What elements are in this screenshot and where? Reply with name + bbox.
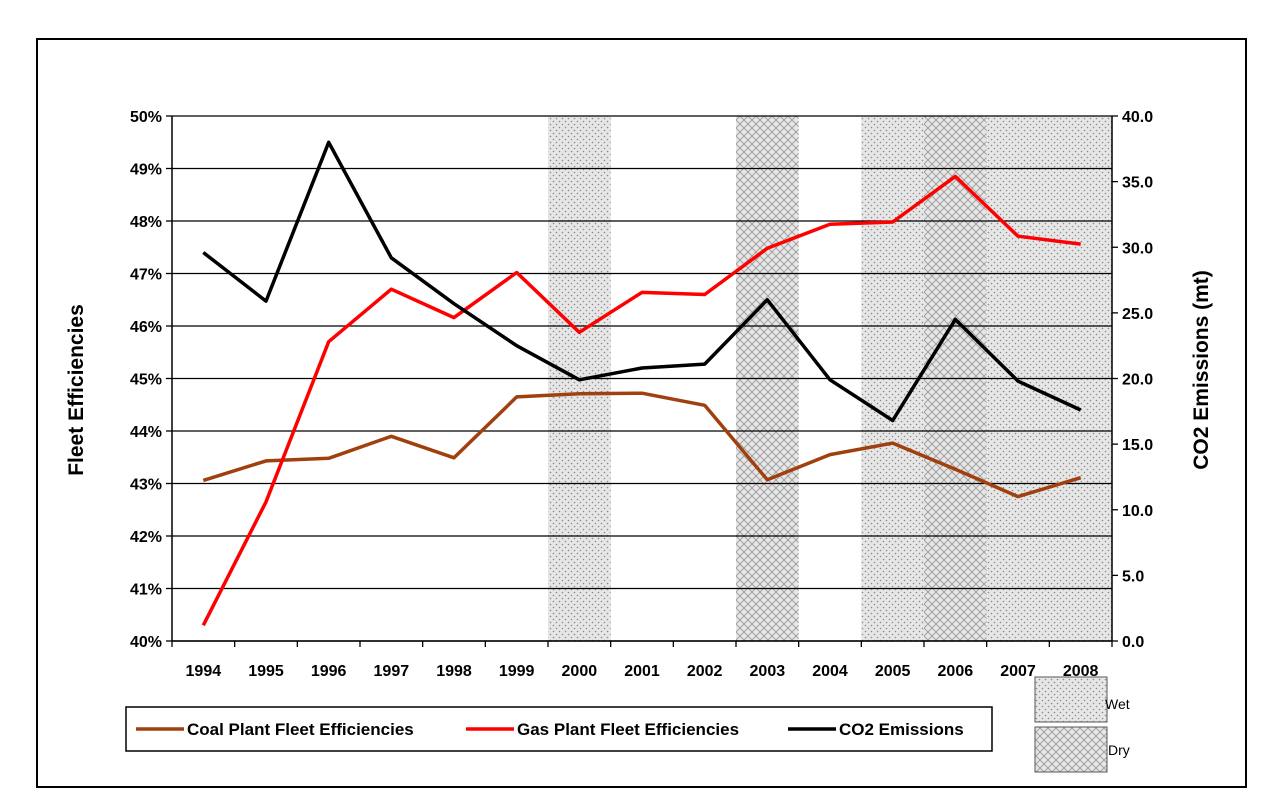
x-tick-label: 1996 bbox=[311, 663, 347, 680]
y-right-tick-label: 40.0 bbox=[1122, 109, 1153, 126]
shading-key: Wet Dry bbox=[1034, 676, 1130, 773]
y-left-tick-label: 46% bbox=[130, 319, 162, 336]
x-tick-label: 2006 bbox=[938, 663, 974, 680]
y-left-tick-label: 45% bbox=[130, 372, 162, 389]
y-left-tick-label: 41% bbox=[130, 582, 162, 599]
dry-key-swatch bbox=[1034, 726, 1108, 773]
y-right-tick-label: 30.0 bbox=[1122, 240, 1153, 257]
series-lines bbox=[201, 140, 1082, 627]
y-right-tick-label: 15.0 bbox=[1122, 437, 1153, 454]
x-tick-label: 2007 bbox=[1000, 663, 1036, 680]
y-left-tick-label: 49% bbox=[130, 162, 162, 179]
y-left-tick-label: 44% bbox=[130, 424, 162, 441]
wet-key-swatch bbox=[1034, 676, 1108, 723]
x-tick-label: 2002 bbox=[687, 663, 723, 680]
legend-box bbox=[125, 706, 993, 752]
y-left-tick-label: 43% bbox=[130, 477, 162, 494]
y-left-tick-label: 48% bbox=[130, 214, 162, 231]
y-right-tick-label: 35.0 bbox=[1122, 175, 1153, 192]
x-tick-label: 1999 bbox=[499, 663, 535, 680]
legend-label-co2: CO2 Emissions bbox=[839, 720, 964, 739]
y-axis-left-title: Fleet Efficiencies bbox=[65, 304, 88, 476]
x-tick-label: 1995 bbox=[248, 663, 284, 680]
legend: Coal Plant Fleet Efficiencies Gas Plant … bbox=[125, 706, 993, 752]
y-left-tick-label: 50% bbox=[130, 109, 162, 126]
x-tick-label: 2008 bbox=[1063, 663, 1099, 680]
x-tick-label: 1994 bbox=[186, 663, 222, 680]
x-tick-label: 2005 bbox=[875, 663, 911, 680]
x-tick-label: 2004 bbox=[812, 663, 848, 680]
legend-label-coal: Coal Plant Fleet Efficiencies bbox=[187, 720, 414, 739]
legend-label-gas: Gas Plant Fleet Efficiencies bbox=[517, 720, 739, 739]
y-left-tick-label: 47% bbox=[130, 267, 162, 284]
x-tick-label: 2003 bbox=[750, 663, 786, 680]
y-left-tick-label: 40% bbox=[130, 634, 162, 651]
x-tick-label: 2001 bbox=[624, 663, 660, 680]
chart-frame bbox=[36, 38, 1247, 788]
y-right-tick-label: 0.0 bbox=[1122, 634, 1144, 651]
x-tick-label: 1998 bbox=[436, 663, 472, 680]
y-left-tick-label: 42% bbox=[130, 529, 162, 546]
series-line-0 bbox=[202, 391, 1082, 499]
series-line-2 bbox=[202, 140, 1082, 423]
y-right-tick-label: 5.0 bbox=[1122, 568, 1144, 585]
x-tick-label: 2000 bbox=[562, 663, 598, 680]
y-right-tick-label: 20.0 bbox=[1122, 372, 1153, 389]
dry-key-label: Dry bbox=[1108, 742, 1130, 758]
x-tick-label: 1997 bbox=[374, 663, 410, 680]
y-axis-right-title: CO2 Emissions (mt) bbox=[1190, 270, 1213, 470]
axes: 40% 41% 42% 43% 44% 45% 46% 47% 48% 49% 50% 0.0 5.0 1… bbox=[130, 109, 1153, 680]
series-line-1 bbox=[201, 174, 1081, 627]
wet-key-label: Wet bbox=[1105, 696, 1130, 712]
y-right-tick-label: 25.0 bbox=[1122, 306, 1153, 323]
y-right-tick-label: 10.0 bbox=[1122, 503, 1153, 520]
